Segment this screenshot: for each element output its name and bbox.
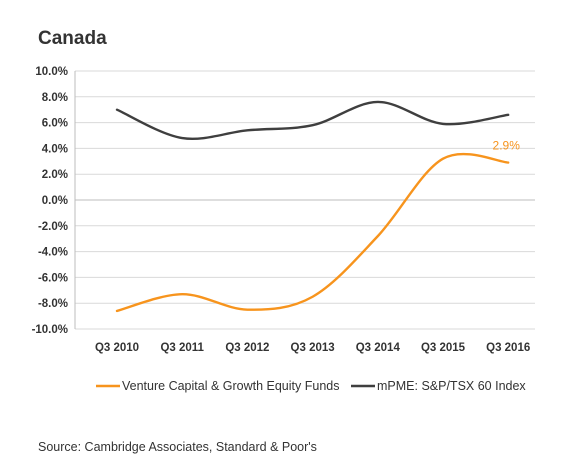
series-line-0 [115,152,510,313]
legend: Venture Capital & Growth Equity Funds mPM… [96,379,526,393]
y-tick-label: -2.0% [38,221,68,233]
x-tick-label: Q3 2016 [486,342,530,354]
y-tick-label: -4.0% [38,247,68,259]
x-axis-ticks: Q3 2010 Q3 2011 Q3 2012 Q3 2013 Q3 2014 Q3 20… [95,342,530,354]
gridlines [74,70,535,330]
y-tick-label: 0.0% [42,195,68,207]
x-tick-label: Q3 2014 [356,342,401,354]
y-tick-label: 6.0% [42,118,68,130]
source-note: Source: Cambridge Associates, Standard &… [38,440,317,454]
x-tick-label: Q3 2012 [225,342,269,354]
x-tick-label: Q3 2011 [160,342,204,354]
y-tick-label: 4.0% [42,143,68,155]
y-tick-label: -6.0% [38,272,68,284]
y-tick-label: -8.0% [38,298,68,310]
series-line-1 [115,100,510,140]
x-tick-label: Q3 2013 [291,342,335,354]
y-tick-label: 8.0% [42,92,68,104]
annotations: 2.9% [493,139,521,153]
chart-title: Canada [38,28,107,49]
legend-label: mPME: S&P/TSX 60 Index [377,379,526,393]
y-tick-label: 10.0% [35,66,68,78]
x-tick-label: Q3 2010 [95,342,139,354]
x-tick-label: Q3 2015 [421,342,466,354]
legend-label: Venture Capital & Growth Equity Funds [122,379,339,393]
y-tick-label: -10.0% [32,324,68,336]
data-label: 2.9% [493,139,521,153]
series-lines [115,100,510,313]
y-axis-ticks: 10.0% 8.0% 6.0% 4.0% 2.0% 0.0% -2.0% -4.0% -6.0%… [32,66,68,336]
y-tick-label: 2.0% [42,169,68,181]
